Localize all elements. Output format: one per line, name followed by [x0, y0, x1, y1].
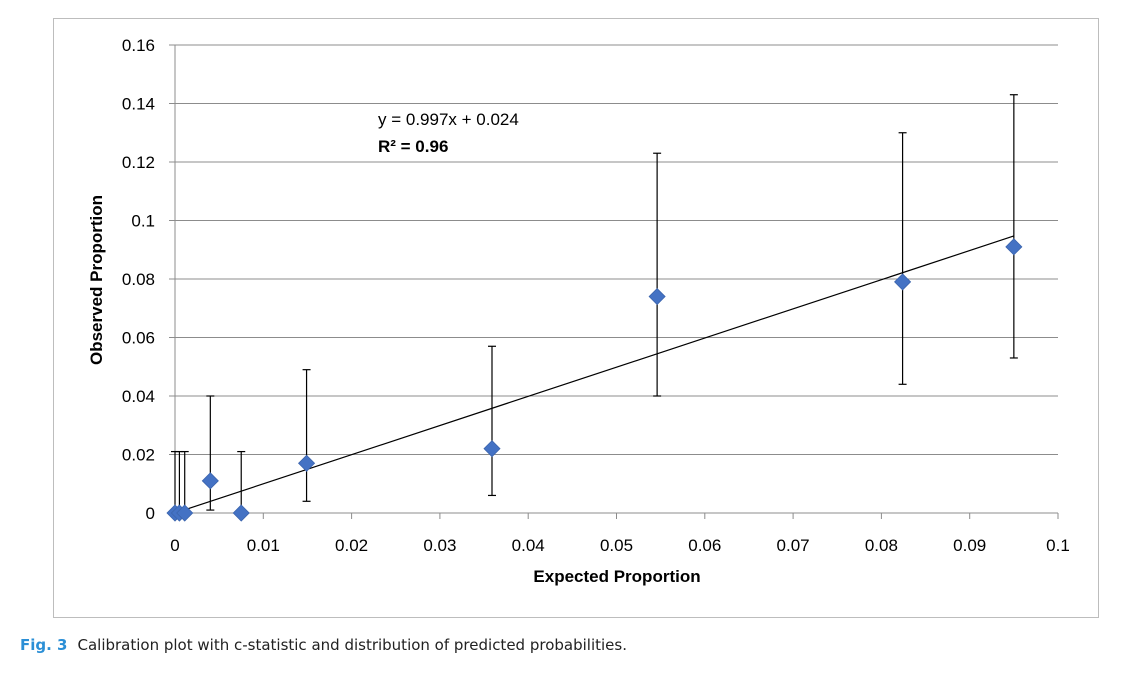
- y-tick-label: 0.14: [122, 95, 155, 114]
- y-tick-label: 0.08: [122, 270, 155, 289]
- trendline-layer: [174, 235, 1015, 514]
- x-tick-label: 0.04: [512, 536, 545, 555]
- y-tick-label: 0.02: [122, 446, 155, 465]
- y-tick-label: 0.1: [131, 212, 155, 231]
- data-point: [201, 472, 219, 490]
- x-tick-label: 0.09: [953, 536, 986, 555]
- data-point: [894, 273, 912, 291]
- data-point: [298, 454, 316, 472]
- y-tick-label: 0.04: [122, 387, 155, 406]
- axes: [169, 45, 1059, 519]
- x-tick-label: 0.1: [1046, 536, 1070, 555]
- error-bars: [171, 94, 1018, 514]
- figure-label: Fig. 3: [20, 636, 68, 654]
- r-squared-label: R² = 0.96: [378, 137, 448, 156]
- x-axis-title: Expected Proportion: [533, 567, 700, 586]
- y-tick-label: 0.12: [122, 153, 155, 172]
- x-tick-label: 0.06: [688, 536, 721, 555]
- data-point: [648, 287, 666, 306]
- figure-caption-text: Calibration plot with c-statistic and di…: [77, 636, 627, 654]
- y-tick-label: 0.06: [122, 329, 155, 348]
- x-tick-labels: 0 0.01 0.02 0.03 0.04 0.05 0.06 0.07 0.08 0.09 0.1: [170, 536, 1070, 555]
- trendline-equation: y = 0.997x + 0.024: [378, 110, 519, 129]
- y-tick-labels: 0 0.02 0.04 0.06 0.08 0.1 0.12 0.14 0.16: [122, 36, 155, 523]
- x-tick-label: 0.02: [335, 536, 368, 555]
- data-point: [483, 440, 501, 458]
- data-point: [1005, 238, 1023, 256]
- chart-frame: [53, 18, 1099, 618]
- y-tick-label: 0.16: [122, 36, 155, 55]
- data-points: [166, 238, 1023, 522]
- x-tick-label: 0.08: [865, 536, 898, 555]
- gridlines: [169, 44, 1058, 455]
- figure-caption: Fig. 3 Calibration plot with c-statistic …: [20, 636, 627, 654]
- data-point: [232, 504, 250, 522]
- y-axis-title: Observed Proportion: [87, 195, 106, 365]
- x-tick-label: 0.03: [423, 536, 456, 555]
- x-tick-label: 0.07: [777, 536, 810, 555]
- y-tick-label: 0: [146, 504, 155, 523]
- trendline: [174, 235, 1015, 514]
- x-tick-label: 0.01: [247, 536, 280, 555]
- x-tick-label: 0.05: [600, 536, 633, 555]
- x-tick-label: 0: [170, 536, 179, 555]
- data-point: [176, 504, 194, 522]
